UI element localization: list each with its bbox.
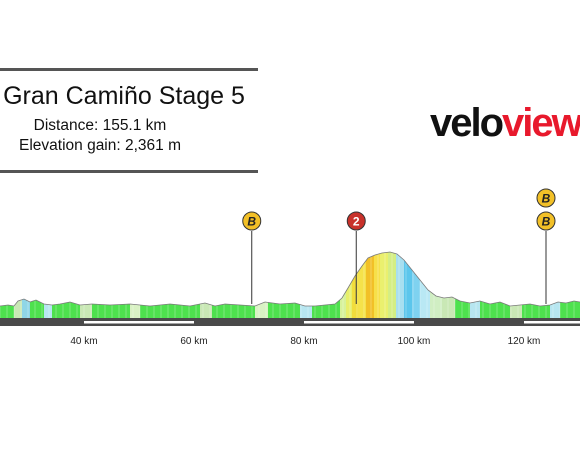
- marker-label: B: [247, 215, 256, 229]
- axis-tick-label: 40 km: [70, 336, 97, 347]
- veloview-logo: veloview: [430, 100, 580, 146]
- axis-tick-label: 120 km: [508, 336, 541, 347]
- distance-axis: 40 km 60 km 80 km 100 km 120 km: [70, 336, 540, 347]
- climb-marker: 2: [346, 211, 366, 304]
- marker-label: B: [542, 215, 551, 229]
- bonus-sprint-marker: B: [242, 211, 262, 304]
- elevation-profile: B 2 BB 40 km 60 km 80 km 100 km 120 km: [0, 188, 580, 347]
- marker-label: B: [542, 192, 551, 206]
- elevation-gain-text: Elevation gain: 2,361 m: [19, 137, 181, 154]
- distance-text: Distance: 155.1 km: [33, 117, 167, 134]
- logo-dark-part: velo: [430, 101, 504, 145]
- logo-red-part: view: [502, 101, 580, 145]
- stage-title: Gran Camiño Stage 5: [3, 82, 245, 110]
- km-segment-bar: [84, 321, 194, 324]
- top-divider: [0, 68, 258, 71]
- bonus-sprint-marker-partial: B: [536, 188, 556, 208]
- profile-markers: B 2 BB: [242, 188, 556, 304]
- km-segment-bar: [304, 321, 414, 324]
- stage-info-box: Gran Camiño Stage 5 Distance: 155.1 km E…: [0, 68, 258, 173]
- road-baseline: [0, 318, 580, 326]
- bottom-divider: [0, 170, 258, 173]
- axis-tick-label: 100 km: [398, 336, 431, 347]
- bonus-sprint-marker: B: [536, 211, 556, 304]
- profile-outline: [0, 251, 580, 307]
- axis-tick-label: 80 km: [290, 336, 317, 347]
- axis-tick-label: 60 km: [180, 336, 207, 347]
- km-segment-bar: [524, 321, 580, 324]
- profile-colored-fill: [0, 252, 580, 318]
- marker-label: 2: [353, 215, 360, 229]
- km-segment-bars: [84, 321, 580, 324]
